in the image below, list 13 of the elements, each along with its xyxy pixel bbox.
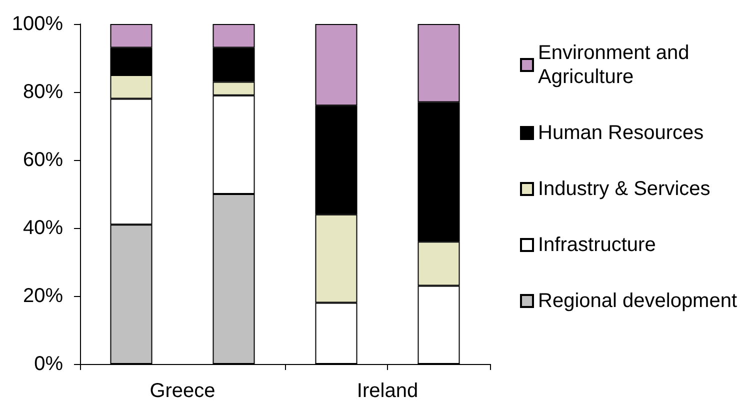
legend-label: Human Resources [538, 122, 704, 144]
legend-label: Industry & Services [538, 178, 710, 200]
legend-label: Environment and Agriculture [538, 42, 695, 88]
legend-label: Infrastructure [538, 234, 656, 256]
y-tick-label: 20% [22, 285, 64, 307]
y-tick-label: 0% [34, 353, 64, 375]
legend-label: Regional development [538, 290, 738, 312]
y-tick-label: 100% [12, 13, 64, 35]
y-tick-label: 60% [22, 149, 64, 171]
y-tick-label: 80% [22, 81, 64, 103]
text: Ireland [356, 380, 418, 401]
text: Greece [150, 380, 216, 401]
y-tick-label: 40% [22, 217, 64, 239]
